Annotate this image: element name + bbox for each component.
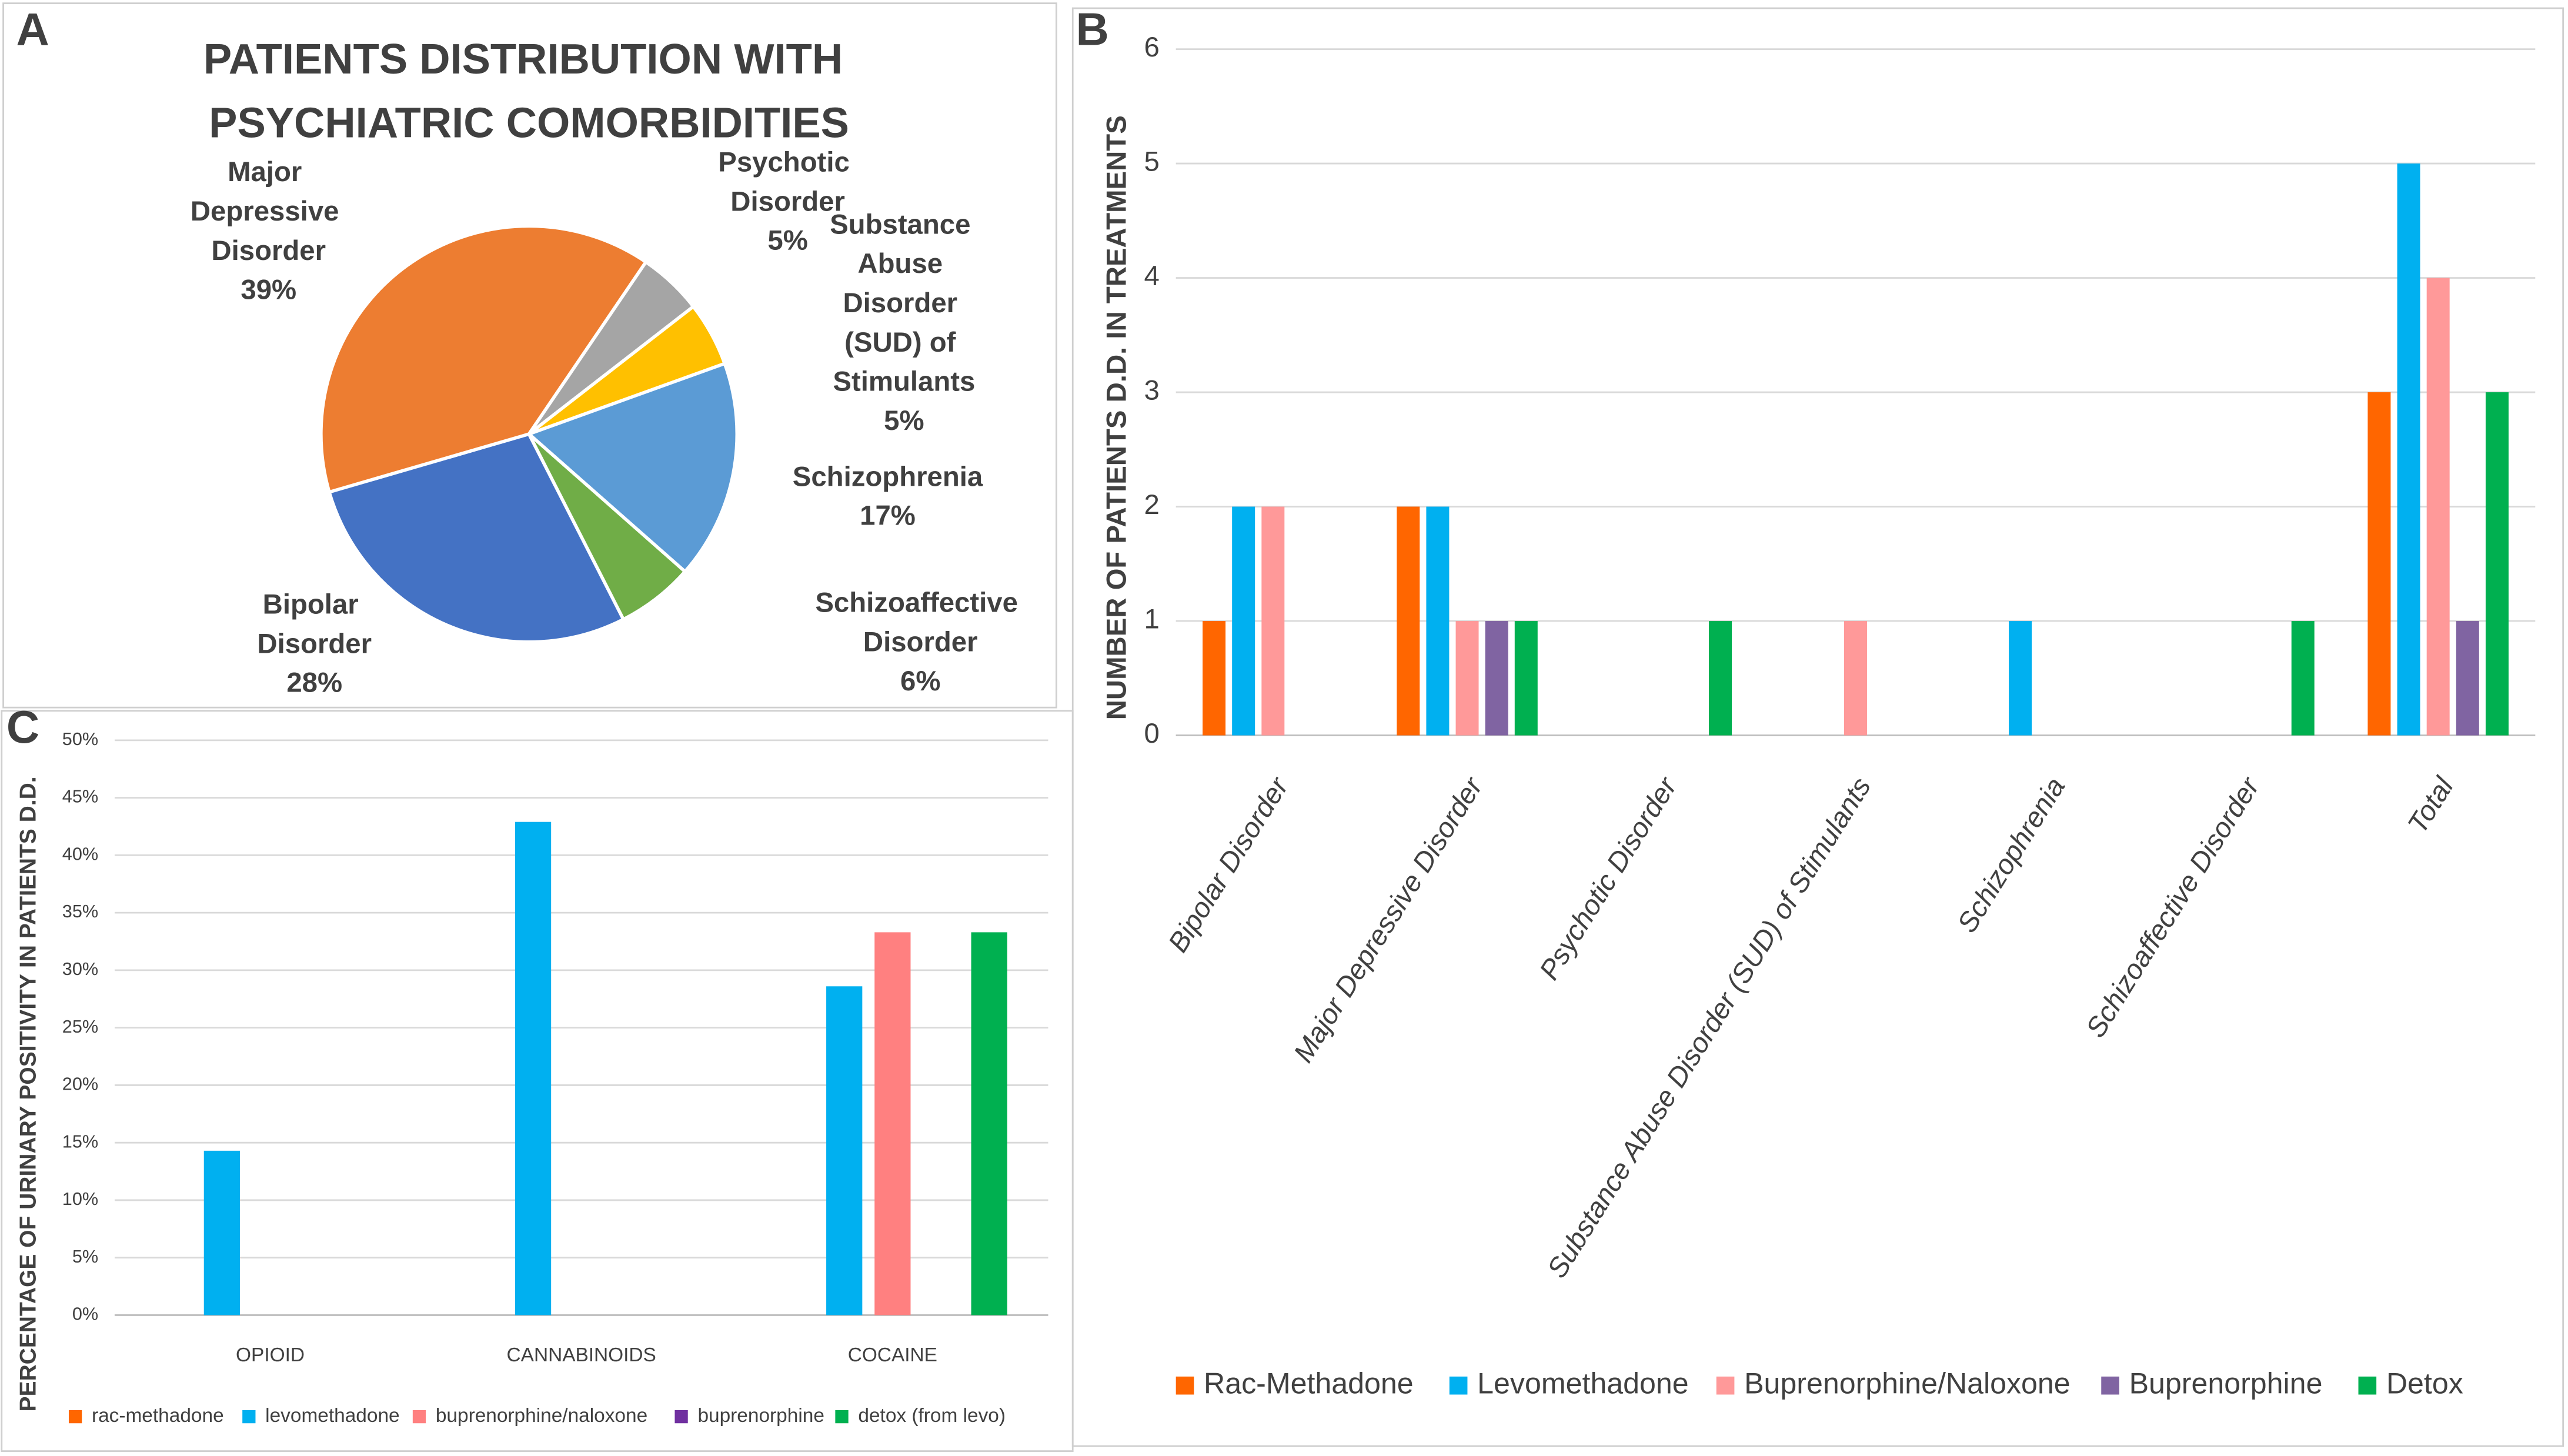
legend-label: Detox [2386,1367,2463,1400]
y-axis-label: NUMBER OF PATIENTS D.D. IN TREATMENTS [1101,115,1133,720]
bar [826,986,863,1315]
legend-swatch [2358,1376,2377,1395]
bar [874,932,911,1315]
legend-swatch [2101,1376,2119,1395]
y-axis-label: PERCENTAGE OF URINARY POSITIVITY IN PATI… [15,776,41,1411]
y-tick-label: 45% [62,787,98,807]
legend-label: Rac-Methadone [1204,1367,1414,1400]
y-tick-label: 2 [1144,489,1160,520]
y-tick-label: 0 [1144,718,1160,749]
y-tick-label: 5 [1144,146,1160,178]
panel-label: C [6,701,39,753]
slice-label: Schizophrenia [793,461,983,492]
x-tick-label: Schizophrenia [1951,772,2071,938]
y-tick-label: 4 [1144,261,1160,292]
y-tick-label: 40% [62,844,98,864]
bar [203,1150,241,1315]
legend-label: detox (from levo) [858,1405,1006,1427]
legend-label: buprenorphine/naloxone [436,1405,647,1427]
bar [1426,506,1450,736]
legend-swatch [68,1410,82,1424]
bar [1455,621,1479,736]
y-tick-label: 5% [72,1247,98,1267]
slice-label: Psychotic Disorder [718,146,857,217]
legend-swatch [1716,1376,1735,1395]
slice-label: Schizoaffective Disorder [815,587,1026,657]
legend-label: buprenorphine [697,1405,824,1427]
bar [1844,621,1867,736]
bar [2485,392,2509,736]
bar [1485,621,1508,736]
bar [2426,278,2450,736]
y-tick-label: 30% [62,959,98,979]
bar [2367,392,2391,736]
legend-label: levomethadone [265,1405,399,1427]
x-tick-label: CANNABINOIDS [507,1344,656,1366]
x-tick-label: Total [2402,772,2460,839]
y-tick-label: 10% [62,1189,98,1209]
legend-swatch [242,1410,256,1424]
legend-swatch [835,1410,849,1424]
y-tick-label: 6 [1144,32,1160,63]
y-tick-label: 25% [62,1017,98,1037]
legend-label: Buprenorphine [2129,1367,2323,1400]
legend-label: Buprenorphine/Naloxone [1744,1367,2071,1400]
y-tick-label: 15% [62,1131,98,1151]
legend-swatch [1176,1376,1194,1395]
x-tick-label: Major Depressive Disorder [1288,771,1490,1068]
panel-label: B [1076,3,1108,55]
x-tick-label: OPIOID [236,1344,305,1366]
slice-value-label: 5% [884,405,924,436]
pie-slice [327,432,626,644]
bar [515,821,552,1315]
y-tick-label: 50% [62,729,98,749]
legend-swatch [674,1410,688,1424]
legend-label: rac-methadone [92,1405,224,1427]
slice-value-label: 28% [286,667,342,699]
bar [2456,621,2479,736]
slice-value-label: 6% [900,666,940,697]
y-tick-label: 1 [1144,604,1160,635]
x-tick-label: Substance Abuse Disorder (SUD) of Stimul… [1541,772,1877,1284]
bar [2009,621,2032,736]
slice-value-label: 39% [241,274,296,305]
slice-label: Bipolar Disorder [257,589,372,659]
bar [1709,621,1732,736]
panel-frame [1,710,1074,1452]
y-tick-label: 0% [72,1304,98,1324]
bar [1514,621,1538,736]
bar [1397,506,1420,736]
pie-slice [527,432,687,622]
bar [2291,621,2315,736]
bar [1261,506,1285,736]
slice-value-label: 17% [860,500,916,532]
legend-swatch [1449,1376,1468,1395]
x-tick-label: Schizoaffective Disorder [2080,771,2266,1043]
x-tick-label: Psychotic Disorder [1534,771,1684,986]
y-tick-label: 3 [1144,375,1160,406]
bar [1203,621,1226,736]
panel-label: A [16,3,49,55]
slice-value-label: 5% [767,225,807,256]
legend-swatch [412,1410,426,1424]
pie-slice [526,361,739,574]
y-tick-label: 20% [62,1074,98,1094]
x-tick-label: Bipolar Disorder [1163,771,1295,958]
pie-slice [319,224,649,495]
bar [971,932,1007,1315]
panel-frame [1071,7,2564,1447]
bar [1232,506,1255,736]
slice-label: Substance Abuse Disorder (SUD) of Stimul… [830,209,979,397]
bar [2397,163,2420,736]
x-tick-label: COCAINE [848,1344,937,1366]
slice-label: Major Depressive Disorder [191,156,347,266]
y-tick-label: 35% [62,901,98,921]
title: PATIENTS DISTRIBUTION WITH PSYCHIATRIC C… [203,35,854,147]
legend-label: Levomethadone [1477,1367,1689,1400]
panel-frame [2,2,1057,709]
